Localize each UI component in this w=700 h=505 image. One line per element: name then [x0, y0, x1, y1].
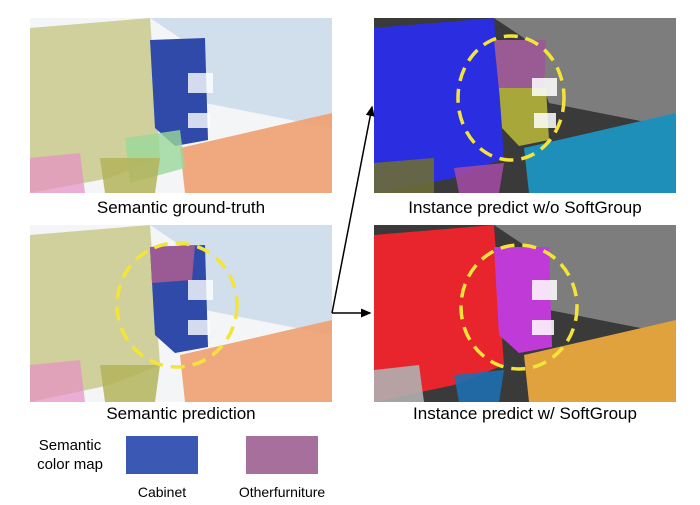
instance-w-caption: Instance predict w/ SoftGroup	[413, 404, 637, 423]
semantic-pred-pointcloud	[30, 225, 332, 402]
semantic-gt-pointcloud	[30, 18, 332, 193]
instance-wo-pointcloud	[374, 18, 676, 193]
highlight-ellipse	[115, 241, 239, 369]
instance-w-panel	[374, 225, 676, 402]
arrow-to-instance-wo	[331, 105, 375, 314]
legend-title-line1: Semantic	[38, 437, 102, 454]
instance-w-pointcloud	[374, 225, 676, 402]
semantic-pred-panel	[30, 225, 332, 402]
highlight-ellipse	[459, 243, 579, 371]
instance-wo-panel	[374, 18, 676, 193]
legend-swatch-otherfurniture	[246, 436, 318, 474]
highlight-ellipse	[456, 34, 566, 162]
instance-wo-caption: Instance predict w/o SoftGroup	[408, 198, 642, 217]
legend-label-otherfurniture: Otherfurniture	[238, 484, 326, 500]
legend-title: Semantic color map	[20, 436, 120, 474]
semantic-pred-caption: Semantic prediction	[106, 404, 256, 423]
semantic-gt-panel	[30, 18, 332, 193]
legend-title-line2: color map	[37, 456, 103, 473]
legend-label-cabinet: Cabinet	[137, 484, 187, 500]
legend-swatch-cabinet	[126, 436, 198, 474]
semantic-gt-caption: Semantic ground-truth	[96, 198, 266, 217]
